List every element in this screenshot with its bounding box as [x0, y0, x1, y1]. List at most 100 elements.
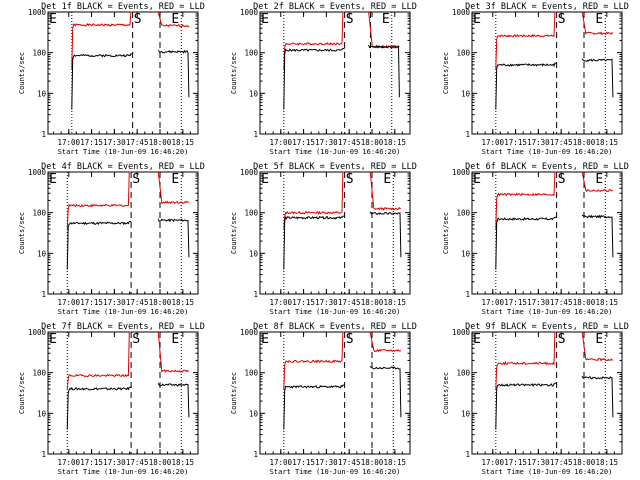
y-tick-label: 1000 — [28, 168, 47, 177]
y-tick-label: 10 — [461, 409, 471, 418]
panel-title: Det 7f BLACK = Events, RED = LLD — [41, 322, 205, 332]
x-tick-label: 17:15 — [504, 138, 527, 147]
x-tick-label: 17:30 — [315, 138, 338, 147]
x-tick-label: 18:00 — [573, 138, 596, 147]
events-series-line — [283, 365, 402, 430]
events-series-line — [71, 49, 190, 110]
plot-frame — [47, 171, 199, 295]
y-axis-label: Counts/sec — [442, 372, 450, 414]
y-tick-label: 1 — [41, 290, 46, 299]
x-tick-label: 17:15 — [504, 458, 527, 467]
y-axis-label: Counts/sec — [18, 212, 26, 254]
x-axis-label: Start Time (10-Jun-09 16:46:20) — [270, 308, 401, 316]
x-tick-label: 18:00 — [573, 458, 596, 467]
lld-series-line — [283, 331, 402, 389]
y-tick-label: 100 — [32, 49, 46, 58]
segment-marker: E — [595, 172, 603, 187]
events-series-line — [495, 214, 614, 270]
segment-marker: S — [346, 332, 354, 347]
x-tick-label: 17:15 — [504, 298, 527, 307]
plot-frame — [471, 331, 623, 455]
x-tick-label: 17:45 — [338, 138, 361, 147]
y-axis-label: Counts/sec — [442, 212, 450, 254]
segment-marker: E — [49, 12, 57, 27]
segment-marker: S — [558, 12, 566, 27]
y-tick-label: 10 — [249, 249, 259, 258]
segment-marker: E — [382, 12, 390, 27]
x-tick-label: 18:00 — [573, 298, 596, 307]
panel-title: Det 9f BLACK = Events, RED = LLD — [465, 322, 629, 332]
y-tick-label: 1000 — [240, 8, 259, 17]
x-tick-label: 17:00 — [481, 298, 504, 307]
x-tick-label: 17:30 — [103, 458, 126, 467]
x-tick-label: 17:00 — [481, 138, 504, 147]
segment-marker: E — [171, 172, 179, 187]
y-tick-label: 10 — [37, 409, 47, 418]
y-tick-label: 1 — [465, 130, 470, 139]
panel-5: Det 5f BLACK = Events, RED = LLD 1 10 100 10… — [230, 162, 417, 316]
events-series-line — [495, 58, 614, 110]
events-series-line — [283, 44, 400, 110]
segment-marker: E — [473, 332, 481, 347]
x-tick-label: 17:15 — [292, 458, 315, 467]
lld-series-line — [71, 11, 190, 69]
x-tick-label: 17:15 — [292, 138, 315, 147]
y-tick-label: 100 — [456, 369, 470, 378]
segment-marker: E — [171, 12, 179, 27]
y-tick-label: 1000 — [452, 328, 471, 337]
plot-frame — [471, 171, 623, 295]
y-axis-label: Counts/sec — [442, 52, 450, 94]
x-tick-label: 18:00 — [149, 138, 172, 147]
x-axis-label: Start Time (10-Jun-09 16:46:20) — [482, 308, 613, 316]
segment-marker: S — [558, 332, 566, 347]
panel-title: Det 2f BLACK = Events, RED = LLD — [253, 2, 417, 12]
x-axis-label: Start Time (10-Jun-09 16:46:20) — [270, 468, 401, 476]
x-tick-label: 17:00 — [269, 298, 292, 307]
lld-series-line — [495, 171, 613, 229]
x-tick-label: 18:15 — [384, 298, 407, 307]
segment-marker: S — [558, 172, 566, 187]
panel-8: Det 8f BLACK = Events, RED = LLD 1 10 100 10… — [230, 322, 417, 476]
lld-series-line — [495, 331, 614, 389]
x-axis-label: Start Time (10-Jun-09 16:46:20) — [270, 148, 401, 156]
x-tick-label: 18:15 — [596, 138, 619, 147]
x-tick-label: 18:00 — [149, 298, 172, 307]
x-tick-label: 17:30 — [103, 298, 126, 307]
lld-series-line — [66, 171, 190, 229]
x-tick-label: 17:45 — [338, 298, 361, 307]
plot-frame — [259, 331, 411, 455]
y-axis-label: Counts/sec — [18, 52, 26, 94]
x-tick-label: 18:15 — [384, 138, 407, 147]
x-tick-label: 17:00 — [481, 458, 504, 467]
y-tick-label: 10 — [249, 409, 259, 418]
y-tick-label: 1 — [253, 290, 258, 299]
y-tick-label: 100 — [32, 209, 46, 218]
y-tick-label: 1000 — [240, 168, 259, 177]
panel-3: Det 3f BLACK = Events, RED = LLD 1 10 100 10… — [442, 2, 629, 156]
y-tick-label: 1000 — [452, 8, 471, 17]
y-tick-label: 1 — [465, 290, 470, 299]
x-tick-label: 17:15 — [80, 458, 103, 467]
x-tick-label: 17:00 — [57, 458, 80, 467]
segment-marker: E — [595, 332, 603, 347]
y-tick-label: 1 — [465, 450, 470, 459]
segment-marker: E — [261, 172, 269, 187]
x-tick-label: 17:45 — [338, 458, 361, 467]
segment-marker: S — [132, 332, 140, 347]
x-tick-label: 17:00 — [57, 138, 80, 147]
x-axis-label: Start Time (10-Jun-09 16:46:20) — [58, 308, 189, 316]
x-tick-label: 18:15 — [172, 458, 195, 467]
y-tick-label: 1000 — [452, 168, 471, 177]
plot-frame — [259, 11, 411, 135]
plot-frame — [471, 11, 623, 135]
lld-series-line — [495, 11, 614, 69]
y-tick-label: 10 — [37, 249, 47, 258]
x-tick-label: 18:15 — [596, 458, 619, 467]
y-tick-label: 100 — [456, 209, 470, 218]
panel-title: Det 8f BLACK = Events, RED = LLD — [253, 322, 417, 332]
segment-marker: S — [132, 172, 140, 187]
y-tick-label: 1000 — [28, 8, 47, 17]
x-tick-label: 18:00 — [361, 458, 384, 467]
x-tick-label: 17:00 — [269, 138, 292, 147]
